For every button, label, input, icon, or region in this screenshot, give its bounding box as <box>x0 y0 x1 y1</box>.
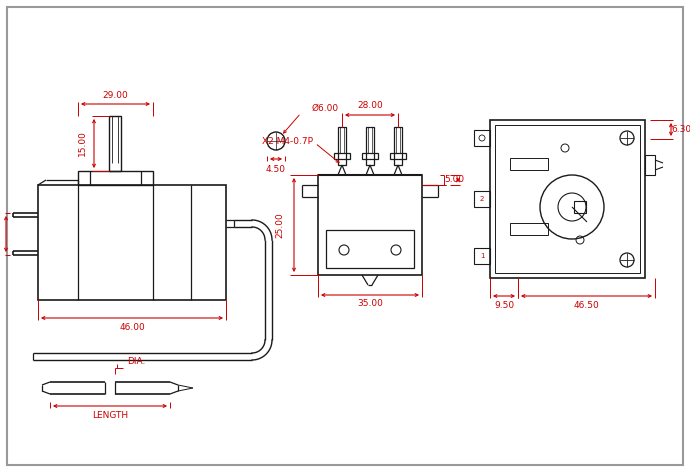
Bar <box>394 127 402 165</box>
Text: LENGTH: LENGTH <box>92 412 128 421</box>
Text: 46.00: 46.00 <box>119 322 145 331</box>
Bar <box>474 130 490 146</box>
Text: 15.00: 15.00 <box>77 131 86 156</box>
Bar <box>326 230 414 268</box>
Bar <box>474 191 490 207</box>
Bar <box>109 116 121 171</box>
Text: 5.00: 5.00 <box>444 176 464 185</box>
Text: 28.00: 28.00 <box>357 101 383 110</box>
Bar <box>574 201 586 213</box>
Text: 1: 1 <box>480 253 484 259</box>
Bar <box>474 248 490 264</box>
Bar <box>334 153 350 159</box>
Bar <box>490 120 645 278</box>
Bar <box>362 153 378 159</box>
Bar <box>78 171 153 185</box>
Text: X2 M4-0.7P: X2 M4-0.7P <box>262 137 313 146</box>
Bar <box>318 175 422 275</box>
Text: 2: 2 <box>480 196 484 202</box>
Bar <box>366 127 374 165</box>
Text: 46.50: 46.50 <box>573 302 600 311</box>
Text: 35.00: 35.00 <box>357 300 383 309</box>
Text: 25.00: 25.00 <box>275 212 284 238</box>
Text: Ø6.00: Ø6.00 <box>312 103 339 112</box>
Bar <box>510 158 548 170</box>
Bar <box>495 125 640 273</box>
Bar <box>38 185 226 300</box>
Text: 6.30: 6.30 <box>671 125 690 134</box>
Bar <box>390 153 406 159</box>
Bar <box>338 127 346 165</box>
Text: 4.50: 4.50 <box>266 165 286 174</box>
Text: DIA.: DIA. <box>127 357 146 366</box>
Bar <box>510 223 548 235</box>
Bar <box>645 155 655 175</box>
Text: 9.50: 9.50 <box>494 302 514 311</box>
Text: 29.00: 29.00 <box>103 91 128 100</box>
